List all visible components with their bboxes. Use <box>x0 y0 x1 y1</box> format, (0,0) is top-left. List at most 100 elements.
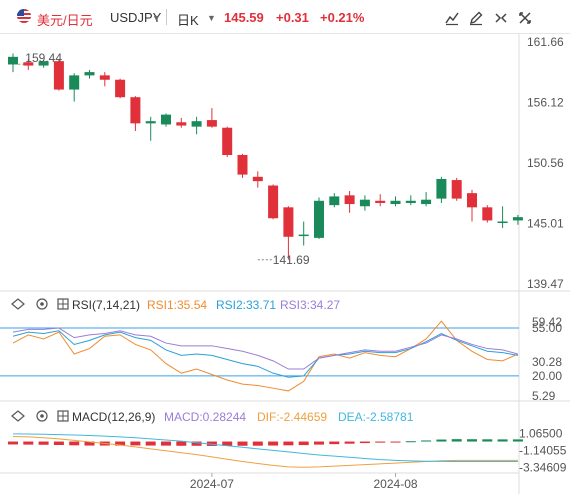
candle <box>145 116 156 141</box>
dea-legend: DEA:-2.58781 <box>338 410 414 424</box>
candle <box>23 59 34 70</box>
macd-bar <box>283 441 294 446</box>
symbol-dropdown-icon[interactable]: ▼ <box>152 13 161 23</box>
macd-bar <box>237 441 248 446</box>
candle <box>512 214 523 225</box>
candle <box>375 194 386 207</box>
rsi-tick-label: 30.28 <box>532 355 562 369</box>
line-draw-icon[interactable] <box>443 9 461 27</box>
main-price-axis: 161.66 156.12 150.56 145.01 139.47 <box>527 35 564 291</box>
candle <box>329 193 340 208</box>
macd-bar <box>268 441 279 446</box>
indicator-icon[interactable] <box>57 410 69 422</box>
settings-icon[interactable] <box>36 298 48 310</box>
macd-series-line <box>12 433 518 462</box>
high-label: 159.44 <box>25 51 62 65</box>
time-axis: 2024-07 2024-08 <box>190 473 418 491</box>
candle <box>222 126 233 158</box>
macd-bar <box>38 441 49 445</box>
candle <box>161 113 171 127</box>
candles <box>8 53 523 260</box>
rsi3-legend: RSI3:34.27 <box>280 298 340 312</box>
candle <box>298 221 309 246</box>
symbol-code[interactable]: USDJPY <box>110 10 162 25</box>
rsi-title: RSI(7,14,21) <box>72 298 140 312</box>
macd-tick-label: 1.06500 <box>519 426 563 440</box>
price-change-pct: +0.21% <box>320 10 365 25</box>
macd-bar <box>176 441 187 446</box>
candle <box>421 192 432 207</box>
candle <box>314 197 324 239</box>
rsi-tick-label: 55.00 <box>532 321 562 335</box>
macd-bar <box>298 441 309 446</box>
candle <box>206 108 217 128</box>
macd-bar <box>314 441 324 445</box>
candle <box>451 177 462 201</box>
rsi-lines <box>12 320 519 392</box>
candle <box>359 195 370 211</box>
candle <box>99 72 110 87</box>
candle <box>38 60 49 68</box>
macd-tick-label: -3.34609 <box>519 460 567 474</box>
candle <box>53 59 64 91</box>
candle <box>8 53 18 73</box>
macd-axis: 1.06500 -1.14055 -3.34609 <box>519 426 567 474</box>
pencil-icon[interactable] <box>467 9 485 27</box>
period-dropdown-icon[interactable]: ▼ <box>207 13 216 23</box>
settings-icon[interactable] <box>36 410 48 422</box>
eye-icon[interactable] <box>11 298 25 310</box>
macd-title: MACD(12,26,9) <box>72 410 155 424</box>
macd-bar <box>451 439 462 442</box>
low-label: 141.69 <box>273 253 310 267</box>
rsi-series-line <box>12 327 519 370</box>
macd-lines <box>12 433 518 468</box>
price-tick-label: 139.47 <box>527 277 564 291</box>
price-tick-label: 161.66 <box>527 35 564 49</box>
macd-legend: MACD:0.28244 <box>164 410 246 424</box>
candle <box>84 69 95 79</box>
rsi-pane-tools[interactable] <box>11 298 69 310</box>
rsi-series-line <box>12 330 518 378</box>
time-tick-label: 2024-08 <box>374 477 418 491</box>
price-chart[interactable]: 161.66 156.12 150.56 145.01 139.47 159.44 141… <box>0 34 570 494</box>
symbol-name[interactable]: 美元/日元 <box>37 13 93 28</box>
price-tick-label: 156.12 <box>527 95 564 109</box>
candle <box>268 184 279 220</box>
compare-icon[interactable] <box>492 9 510 27</box>
price-change: +0.31 <box>276 10 309 25</box>
macd-bar <box>390 441 401 443</box>
candle <box>482 205 493 223</box>
rsi2-legend: RSI2:33.71 <box>216 298 276 312</box>
fullscreen-icon[interactable] <box>516 9 534 27</box>
dif-legend: DIF:-2.44659 <box>257 410 327 424</box>
macd-bar <box>329 441 340 445</box>
rsi-series-line <box>12 320 519 392</box>
macd-histogram <box>8 439 523 446</box>
macd-bar <box>467 439 477 442</box>
indicator-icon[interactable] <box>57 298 69 310</box>
macd-pane-tools[interactable] <box>11 410 69 422</box>
macd-bar <box>482 439 493 442</box>
price-tick-label: 150.56 <box>527 156 564 170</box>
macd-bar <box>161 441 171 446</box>
candle <box>283 206 294 260</box>
time-tick-label: 2024-07 <box>190 477 234 491</box>
rsi-tick-label: 20.00 <box>532 369 562 383</box>
candle <box>115 78 126 99</box>
candle <box>237 153 248 178</box>
macd-bar <box>84 441 95 446</box>
macd-bar <box>344 441 355 444</box>
macd-bar <box>130 441 141 446</box>
candle <box>467 189 477 222</box>
macd-tick-label: -1.14055 <box>519 443 567 457</box>
rsi-tick-label: 59.42 <box>532 315 562 329</box>
macd-bar <box>222 441 233 446</box>
macd-bar <box>191 441 202 446</box>
toolbar-divider <box>166 9 167 25</box>
candle <box>130 96 141 131</box>
period-selector[interactable]: 日K <box>177 13 199 28</box>
candle <box>436 176 447 203</box>
eye-icon[interactable] <box>11 410 25 422</box>
candle <box>191 116 202 135</box>
